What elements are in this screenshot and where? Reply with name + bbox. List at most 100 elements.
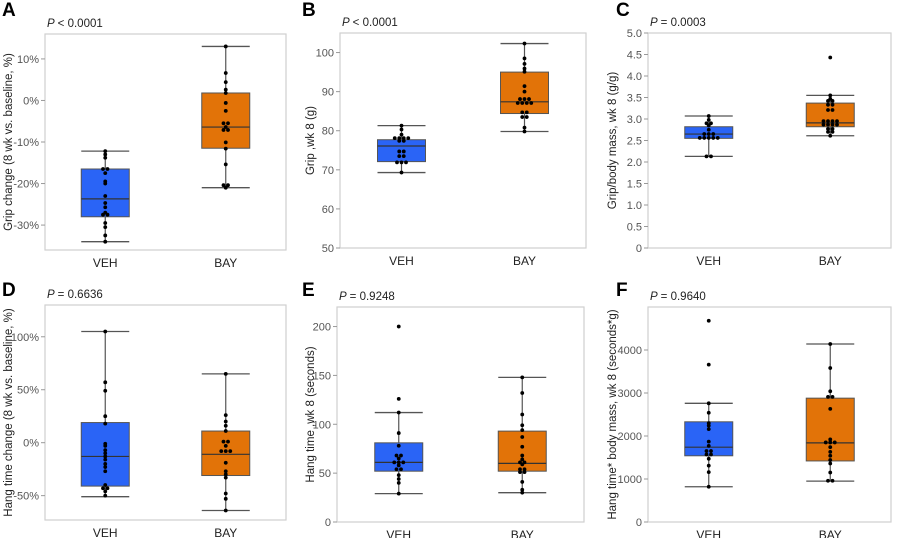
y-tick-label: 1.0 [627,200,642,212]
data-point [401,460,406,465]
data-point [103,469,108,474]
box-veh [377,123,426,175]
data-point [522,125,527,130]
data-point [520,391,525,395]
data-point [830,126,835,131]
x-category-label: VEH [93,256,118,270]
data-point [399,467,403,472]
data-point [226,439,230,444]
data-point [522,129,527,134]
y-tick-label: 80 [322,126,334,138]
data-point [706,318,711,323]
data-point [223,91,228,95]
data-point [223,449,228,454]
plot-frame [336,306,585,523]
data-point [103,171,108,176]
iqr-box [80,168,130,218]
iqr-box [377,139,426,163]
data-point [392,136,397,141]
data-point [103,233,108,238]
data-point [103,225,108,230]
data-point [223,44,228,49]
data-point [105,486,110,491]
p-value-label: P < 0.0001 [342,17,398,29]
data-point [830,394,835,399]
data-point [706,410,711,415]
x-category-label: BAY [511,528,534,538]
data-point [103,388,108,393]
data-point [103,194,108,198]
data-point [221,439,226,444]
p-symbol: P [47,289,55,301]
data-point [392,460,397,465]
data-point [830,99,835,103]
data-point [524,110,529,115]
data-point [103,221,108,225]
box-veh [374,324,424,496]
data-point [706,456,711,461]
data-point [223,423,228,428]
data-point [826,99,830,103]
p-value-label: P = 0.9640 [650,291,706,303]
data-point [522,467,527,472]
y-tick-label: 2.0 [627,157,642,169]
data-point [103,454,108,459]
p-value-label: P = 0.9248 [339,291,395,303]
p-value: = 0.9640 [661,291,706,303]
y-tick-label: 100% [11,332,39,344]
panel-f: F P = 0.9640 Hang time* body mass, wk 8 (se… [607,280,892,538]
data-point [226,183,230,188]
p-value: = 0.9248 [350,291,395,303]
data-point [835,119,839,124]
data-point [828,445,833,450]
y-tick-label: 50 [319,468,331,480]
panel-e: E P = 0.9248 Hang time ,wk 8 (seconds) 0 50 10… [302,280,585,538]
data-point [396,473,401,477]
data-point [401,138,406,143]
data-point [105,167,110,171]
p-value-label: P < 0.0001 [47,18,103,30]
p-symbol: P [650,17,658,29]
iqr-box [201,430,251,477]
box-bay [201,44,251,190]
y-tick-label: 4.5 [627,50,642,62]
data-point [396,410,401,415]
data-point [520,115,525,119]
data-point [520,101,525,105]
y-tick-label: 1000 [618,474,642,486]
data-point [223,80,228,85]
y-tick-label: 4.0 [627,71,642,83]
data-point [826,130,830,134]
data-point [221,183,226,188]
data-point [520,444,525,449]
data-point [399,160,404,165]
data-point [828,450,833,454]
data-point [520,428,525,433]
data-point [702,132,707,136]
data-point [399,453,403,458]
data-point [706,114,711,118]
data-point [830,102,835,107]
y-tick-label: -10% [13,137,39,149]
data-point [522,56,527,61]
data-point [522,89,527,94]
data-point [396,463,401,468]
data-point [223,125,228,129]
data-point [401,149,406,154]
data-point [103,239,108,244]
plot-frame [339,32,587,249]
x-category-label: VEH [389,254,414,268]
data-point [223,460,228,465]
data-point [396,396,401,401]
data-point [103,465,108,469]
data-point [704,449,709,453]
data-point [524,115,529,119]
data-point [396,456,401,461]
box-veh [80,149,130,244]
data-point [103,152,108,157]
data-point [223,429,228,433]
y-axis-title: Grip/body mass, wk 8 (g/g) [607,72,619,210]
data-point [709,154,713,159]
y-tick-label: 0 [636,243,642,255]
